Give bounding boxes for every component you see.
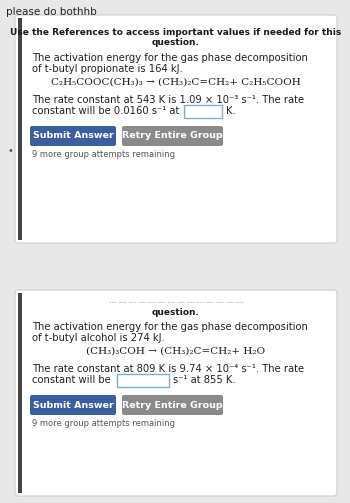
Text: Use the References to access important values if needed for this: Use the References to access important v…	[10, 28, 342, 37]
Text: please do bothhb: please do bothhb	[6, 7, 97, 17]
Bar	[184, 105, 222, 118]
Bar	[18, 18, 21, 240]
Text: C₂H₅COOC(CH₃)₃ → (CH₃)₂C=CH₂+ C₂H₅COOH: C₂H₅COOC(CH₃)₃ → (CH₃)₂C=CH₂+ C₂H₅COOH	[51, 78, 301, 87]
Text: Retry Entire Group: Retry Entire Group	[122, 131, 223, 140]
Text: 9 more group attempts remaining: 9 more group attempts remaining	[32, 150, 175, 159]
Text: •: •	[7, 146, 13, 156]
Text: K.: K.	[226, 106, 236, 116]
Text: Retry Entire Group: Retry Entire Group	[122, 400, 223, 409]
FancyBboxPatch shape	[15, 15, 337, 243]
Text: The activation energy for the gas phase decomposition: The activation energy for the gas phase …	[32, 322, 308, 332]
Text: of t-butyl alcohol is 274 kJ.: of t-butyl alcohol is 274 kJ.	[32, 333, 165, 343]
Text: constant will be: constant will be	[32, 375, 111, 385]
Text: The rate constant at 543 K is 1.09 × 10⁻³ s⁻¹. The rate: The rate constant at 543 K is 1.09 × 10⁻…	[32, 95, 304, 105]
Text: The rate constant at 809 K is 9.74 × 10⁻⁴ s⁻¹. The rate: The rate constant at 809 K is 9.74 × 10⁻…	[32, 364, 304, 374]
Text: of t-butyl propionate is 164 kJ.: of t-butyl propionate is 164 kJ.	[32, 64, 183, 74]
FancyBboxPatch shape	[122, 395, 223, 415]
Text: The activation energy for the gas phase decomposition: The activation energy for the gas phase …	[32, 53, 308, 63]
Text: 9 more group attempts remaining: 9 more group attempts remaining	[32, 419, 175, 428]
Text: Submit Answer: Submit Answer	[33, 131, 113, 140]
FancyBboxPatch shape	[122, 126, 223, 146]
Bar	[117, 374, 169, 387]
Bar	[18, 293, 21, 493]
Text: question.: question.	[152, 308, 200, 317]
FancyBboxPatch shape	[15, 290, 337, 496]
Text: (CH₃)₃COH → (CH₃)₂C=CH₂+ H₂O: (CH₃)₃COH → (CH₃)₂C=CH₂+ H₂O	[86, 347, 266, 356]
Text: question.: question.	[152, 38, 200, 47]
Text: s⁻¹ at 855 K.: s⁻¹ at 855 K.	[173, 375, 236, 385]
Text: Submit Answer: Submit Answer	[33, 400, 113, 409]
FancyBboxPatch shape	[30, 395, 116, 415]
Text: --- --- --- --- --- --- --- --- --- --- --- --- --- ---: --- --- --- --- --- --- --- --- --- --- …	[109, 299, 243, 305]
Text: constant will be 0.0160 s⁻¹ at: constant will be 0.0160 s⁻¹ at	[32, 106, 179, 116]
FancyBboxPatch shape	[30, 126, 116, 146]
